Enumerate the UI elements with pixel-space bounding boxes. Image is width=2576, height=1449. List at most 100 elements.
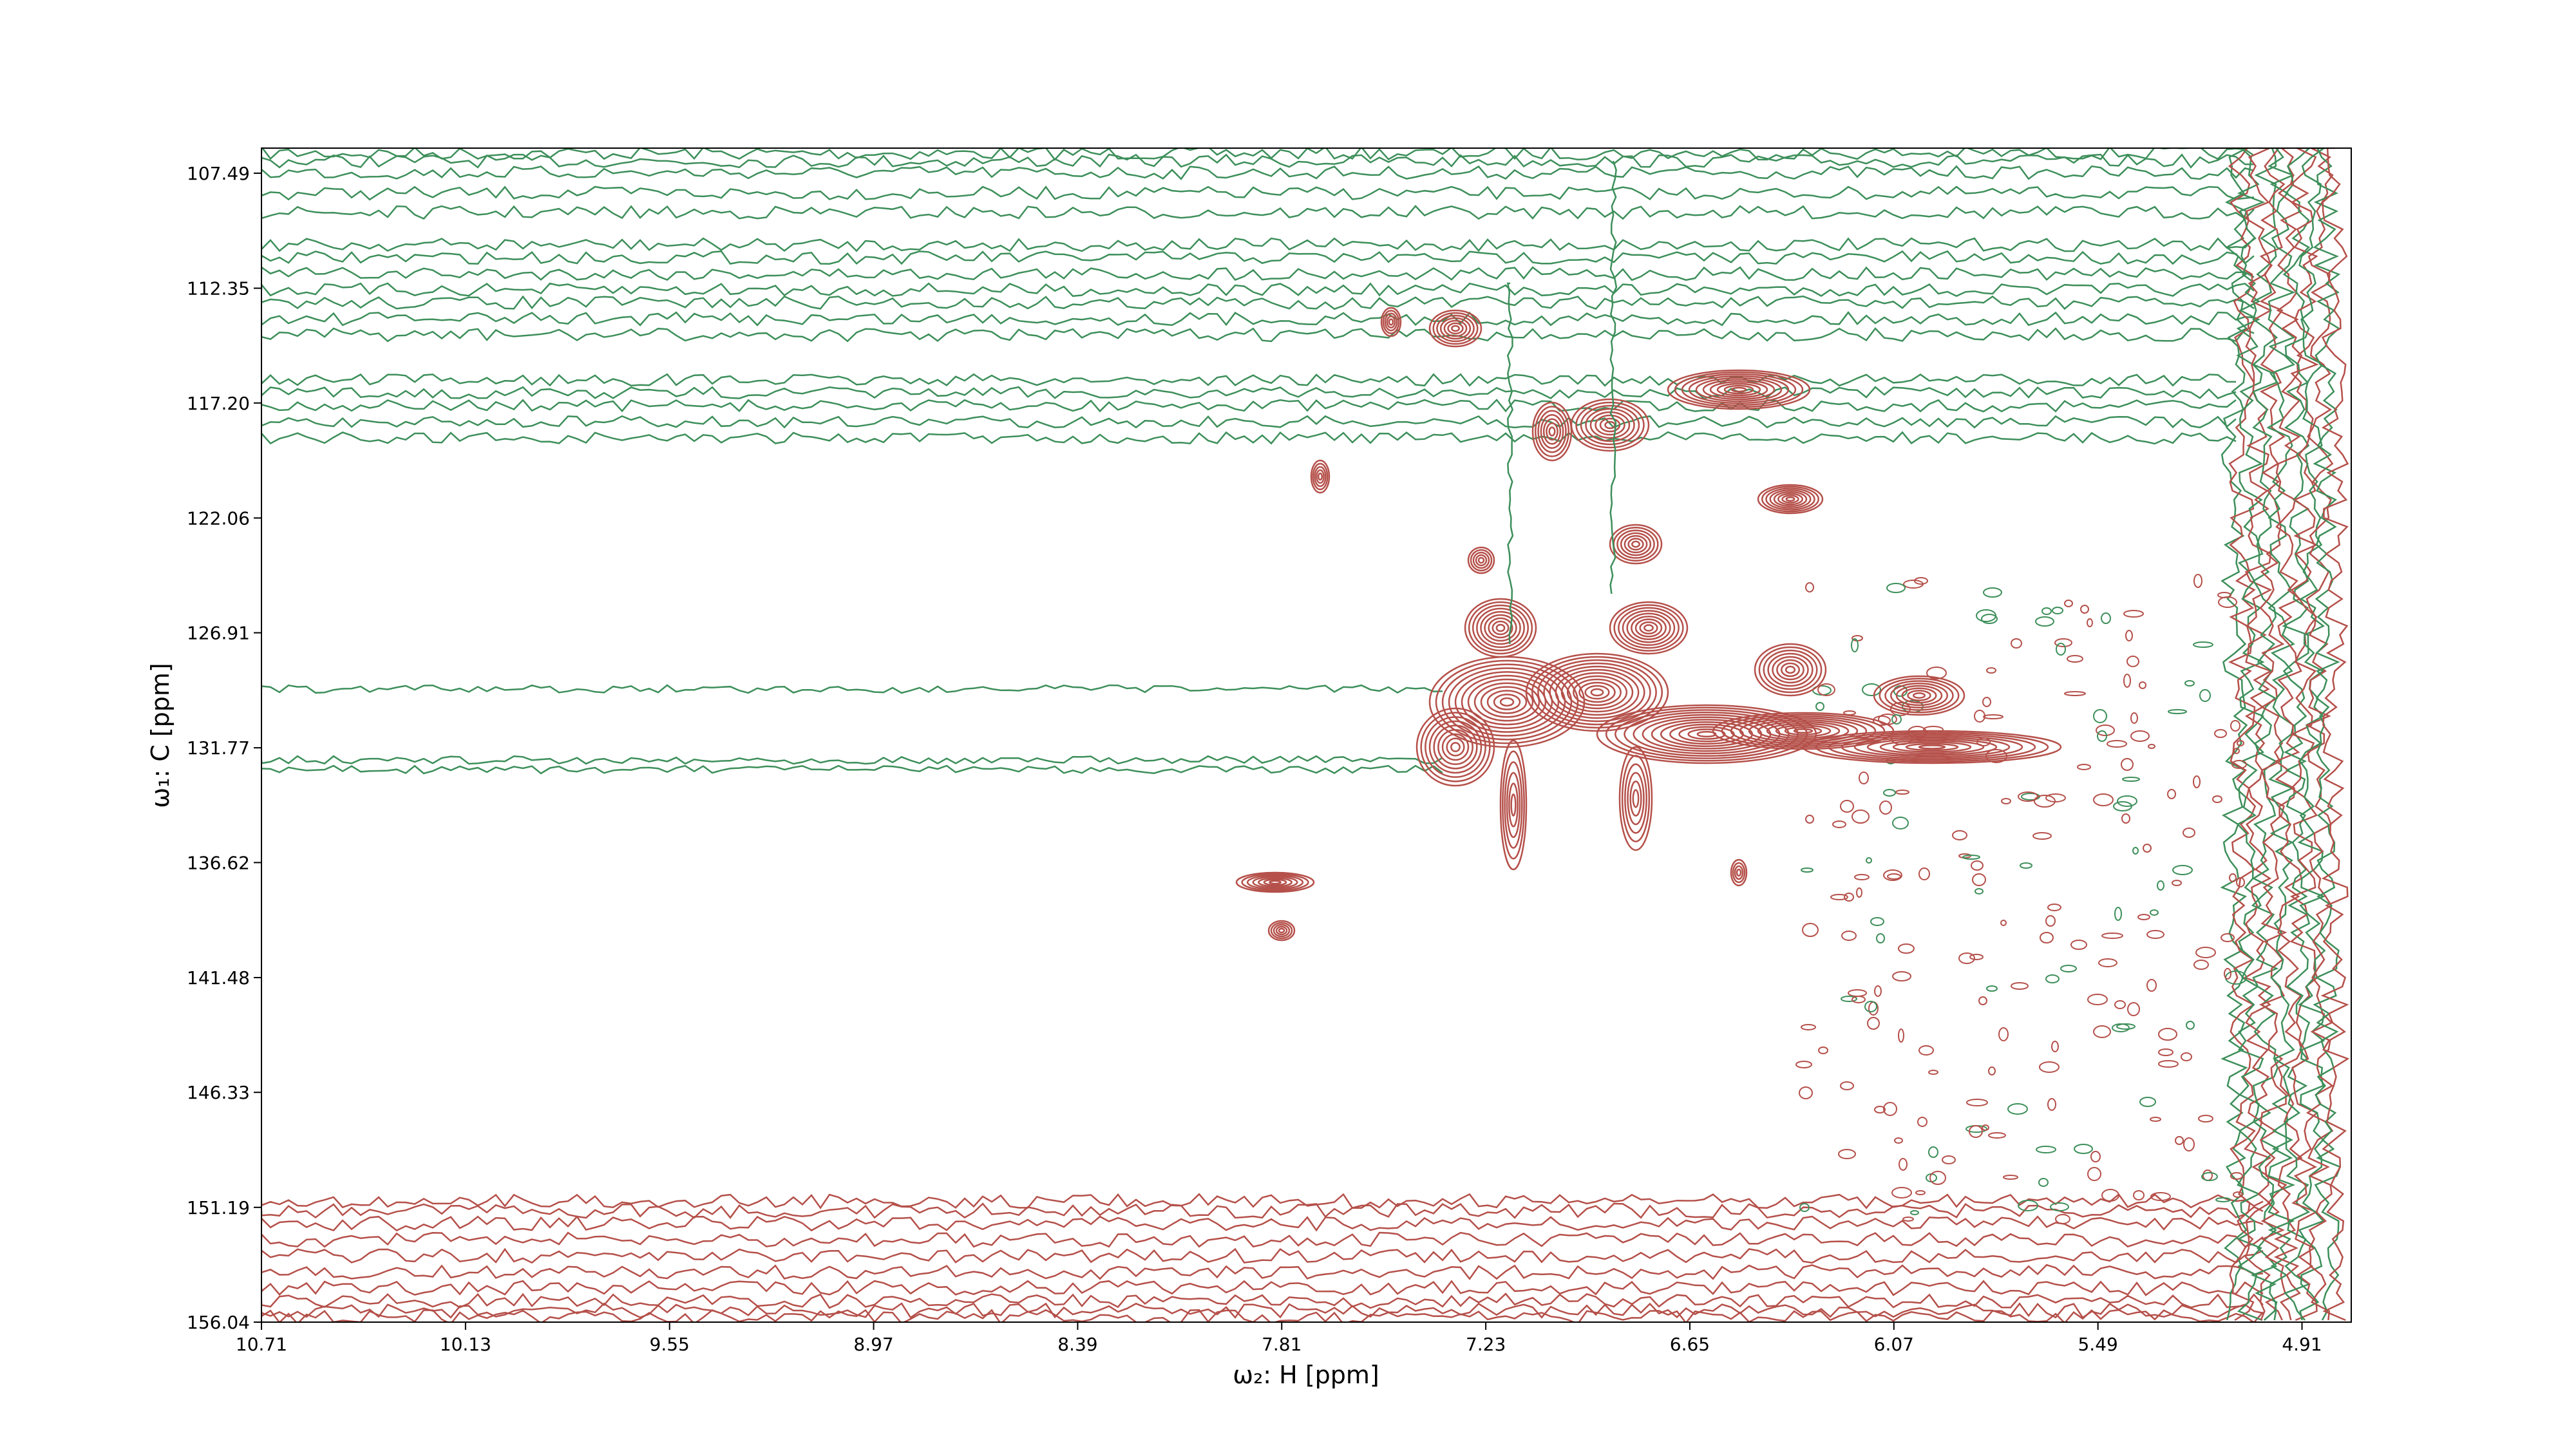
- contour: [1467, 678, 1547, 726]
- contour: [2114, 1000, 2126, 1009]
- contour: [2097, 730, 2107, 742]
- contour: [1859, 772, 1869, 784]
- contour: [1793, 728, 1814, 734]
- contour: [1776, 659, 1804, 681]
- contour: [2195, 947, 2216, 958]
- contour: [1428, 720, 1482, 774]
- contour: [1769, 489, 1812, 509]
- contour: [1269, 880, 1282, 885]
- contour: [1467, 546, 1495, 574]
- contour: [261, 1202, 2264, 1219]
- contour: [1766, 723, 1841, 739]
- contour: [2093, 1025, 2111, 1038]
- contour: [1899, 1158, 1908, 1171]
- contour: [1473, 682, 1540, 722]
- contour: [1781, 495, 1799, 504]
- contour: [1616, 529, 1655, 559]
- contour: [1584, 685, 1610, 700]
- x-tick-label: 6.07: [1874, 1334, 1914, 1355]
- contour: [1853, 736, 2011, 758]
- contour: [1730, 386, 1747, 393]
- contour: [1263, 878, 1287, 886]
- contour: [1633, 714, 1781, 755]
- contour: [2212, 795, 2222, 803]
- contour: [1639, 621, 1658, 635]
- contour: [2052, 607, 2063, 614]
- contour: [261, 415, 2237, 429]
- contour: [261, 755, 1443, 765]
- contour: [1447, 322, 1464, 335]
- contour: [1815, 732, 2049, 762]
- contour: [1866, 857, 1872, 864]
- contour: [2114, 907, 2122, 921]
- contour: [2313, 148, 2342, 1321]
- contour: [1739, 717, 1868, 744]
- contour: [1795, 1061, 1812, 1068]
- contour: [1972, 873, 1986, 886]
- contour: [1890, 683, 1948, 708]
- contour: [1818, 1046, 1828, 1054]
- contour: [1273, 923, 1291, 938]
- contour: [1983, 587, 2002, 598]
- contour: [1917, 1117, 1927, 1127]
- contour: [1502, 750, 1525, 860]
- contour: [1451, 325, 1460, 332]
- contour: [261, 1247, 2264, 1264]
- y-tick-label: 131.77: [187, 737, 250, 759]
- contour: [1879, 739, 1985, 755]
- y-tick-label: 151.19: [187, 1197, 250, 1218]
- contour: [1621, 755, 1651, 842]
- contour: [1441, 733, 1470, 761]
- contour: [2157, 880, 2164, 891]
- contour: [2035, 616, 2054, 627]
- contour: [2087, 618, 2093, 627]
- contour: [2320, 148, 2350, 1321]
- contour: [261, 684, 1443, 694]
- contour: [1634, 618, 1663, 638]
- contour: [1998, 1027, 2009, 1041]
- contour: [1437, 729, 1473, 765]
- contour: [2040, 932, 2054, 943]
- contour: [261, 1215, 2264, 1232]
- contour: [2193, 960, 2209, 970]
- contour: [1805, 815, 1814, 824]
- contour: [2087, 994, 2108, 1005]
- contour: [1815, 702, 1824, 711]
- contour: [1595, 414, 1625, 436]
- contour: [1754, 643, 1827, 697]
- contour: [261, 1309, 2264, 1322]
- contour: [2230, 720, 2240, 732]
- contour: [1781, 662, 1800, 677]
- contour: [1929, 1171, 1946, 1185]
- contour: [261, 1302, 2264, 1319]
- contour: [1622, 610, 1676, 646]
- contour: [2158, 1060, 2179, 1068]
- contour: [1879, 677, 1960, 714]
- contour: [1270, 922, 1293, 940]
- contour: [2220, 148, 2248, 1321]
- contour: [2122, 777, 2140, 782]
- contour: [1493, 694, 1521, 710]
- contour: [1631, 615, 1667, 641]
- contour: [2186, 1021, 2195, 1030]
- contour: [1801, 1024, 1816, 1030]
- contour: [1384, 312, 1398, 332]
- contour: [261, 185, 2255, 201]
- contour: [1971, 860, 1984, 871]
- contour: [2198, 1115, 2213, 1122]
- contour: [2217, 592, 2231, 598]
- contour: [1894, 1137, 1903, 1144]
- contour: [1851, 638, 1859, 652]
- contour: [1723, 384, 1754, 395]
- x-tick-label: 6.65: [1670, 1334, 1710, 1355]
- contour: [1840, 1081, 1854, 1090]
- contour: [2060, 965, 2077, 972]
- contour: [261, 386, 2237, 400]
- contour: [1801, 867, 1814, 873]
- contour: [1546, 422, 1558, 441]
- contour: [1969, 1125, 1983, 1138]
- contour: [2045, 915, 2056, 927]
- contour: [1537, 659, 1657, 726]
- contour: [1543, 662, 1651, 723]
